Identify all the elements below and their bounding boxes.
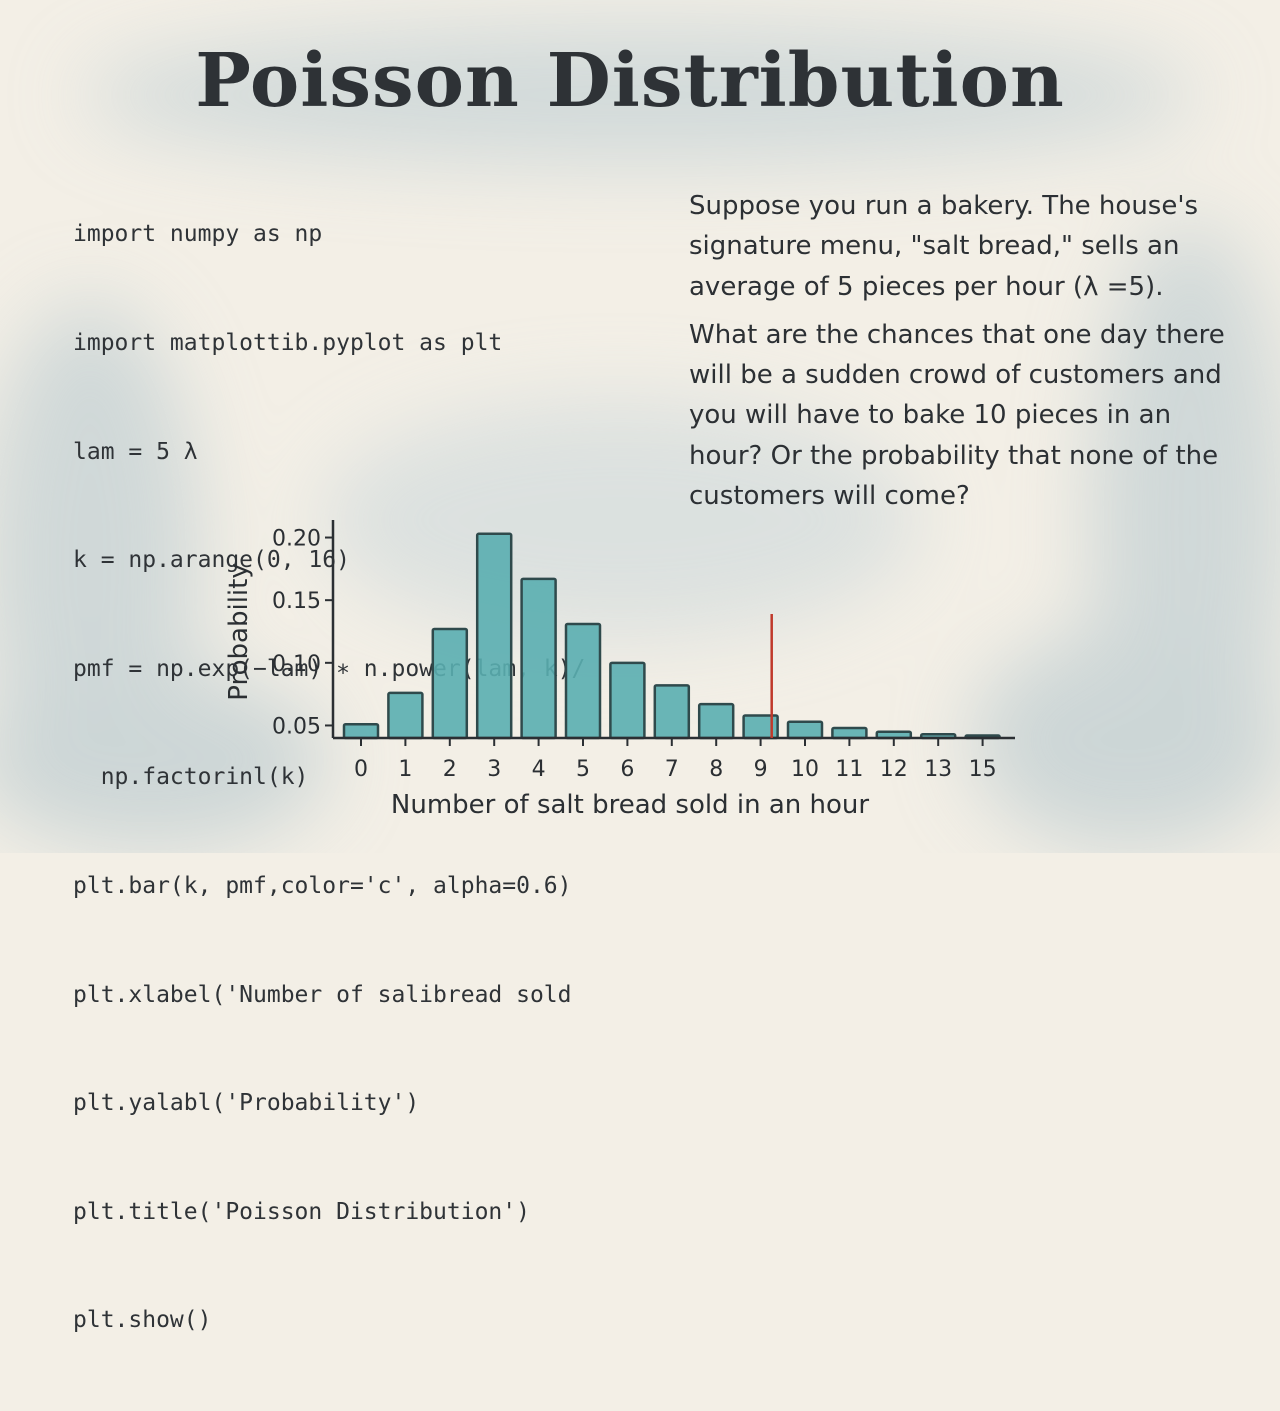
x-tick-label: 11 <box>835 757 863 782</box>
code-line: lam = 5 λ <box>73 438 198 465</box>
y-axis-label: Probability <box>224 563 254 700</box>
bar-chart: 0.200.150.100.050 1 2 3 4 5 6 7 8 9 10 11 12 13 15Numb… <box>224 520 1015 820</box>
x-axis-label: Number of salt bread sold in an hour <box>391 790 869 820</box>
bar <box>564 622 602 740</box>
story-text: Suppose you run a bakery. The house's si… <box>689 186 1229 516</box>
x-tick-label: 0 <box>354 757 368 782</box>
code-line: np.factorinl(k) <box>73 764 309 791</box>
bar <box>431 627 469 740</box>
code-line: plt.yalabl('Probability') <box>73 1090 420 1117</box>
poster: Poisson Distribution import numpy as np … <box>0 25 1280 1333</box>
x-tick-label: 3 <box>487 757 501 782</box>
code-line: import numpy as np <box>73 221 323 248</box>
code-line: import matplottib.pyplot as plt <box>73 330 503 356</box>
x-tick-label: 10 <box>791 757 819 782</box>
code-line: plt.xlabel('Number of salibread sold <box>73 981 572 1008</box>
bar <box>653 684 691 740</box>
bar <box>831 726 868 740</box>
bar <box>609 661 646 740</box>
bar <box>475 532 513 740</box>
y-tick-label: 0.20 <box>272 527 321 552</box>
code-line: plt.title('Poisson Distribution') <box>73 1198 530 1225</box>
x-tick-label: 8 <box>709 757 723 782</box>
x-tick-label: 2 <box>443 757 457 782</box>
y-tick-label: 0.15 <box>272 589 321 614</box>
x-tick-label: 4 <box>532 757 546 782</box>
story-paragraph-1: Suppose you run a bakery. The house's si… <box>689 191 1199 302</box>
x-tick-label: 13 <box>924 757 952 782</box>
code-line: plt.bar(k, pmf,color='c', alpha=0.6) <box>73 872 572 899</box>
y-tick-label: 0.10 <box>272 652 321 677</box>
bar <box>520 577 557 740</box>
bar <box>786 720 824 740</box>
x-tick-label: 5 <box>576 757 590 782</box>
x-tick-label: 1 <box>398 757 412 782</box>
bar <box>342 722 380 740</box>
bar <box>697 702 735 740</box>
x-tick-label: 9 <box>754 757 768 782</box>
code-line: k = np.arange(0, 16) <box>73 547 350 574</box>
x-tick-label: 6 <box>620 757 634 782</box>
page-title: Poisson Distribution <box>195 38 1065 124</box>
code-line: plt.show() <box>73 1307 212 1334</box>
x-tick-label: 15 <box>969 757 997 782</box>
story-paragraph-2: What are the chances that one day there … <box>689 319 1225 512</box>
x-tick-label: 7 <box>665 757 679 782</box>
bar <box>387 691 424 740</box>
y-tick-label: 0.05 <box>272 714 321 739</box>
x-tick-label: 12 <box>880 757 908 782</box>
